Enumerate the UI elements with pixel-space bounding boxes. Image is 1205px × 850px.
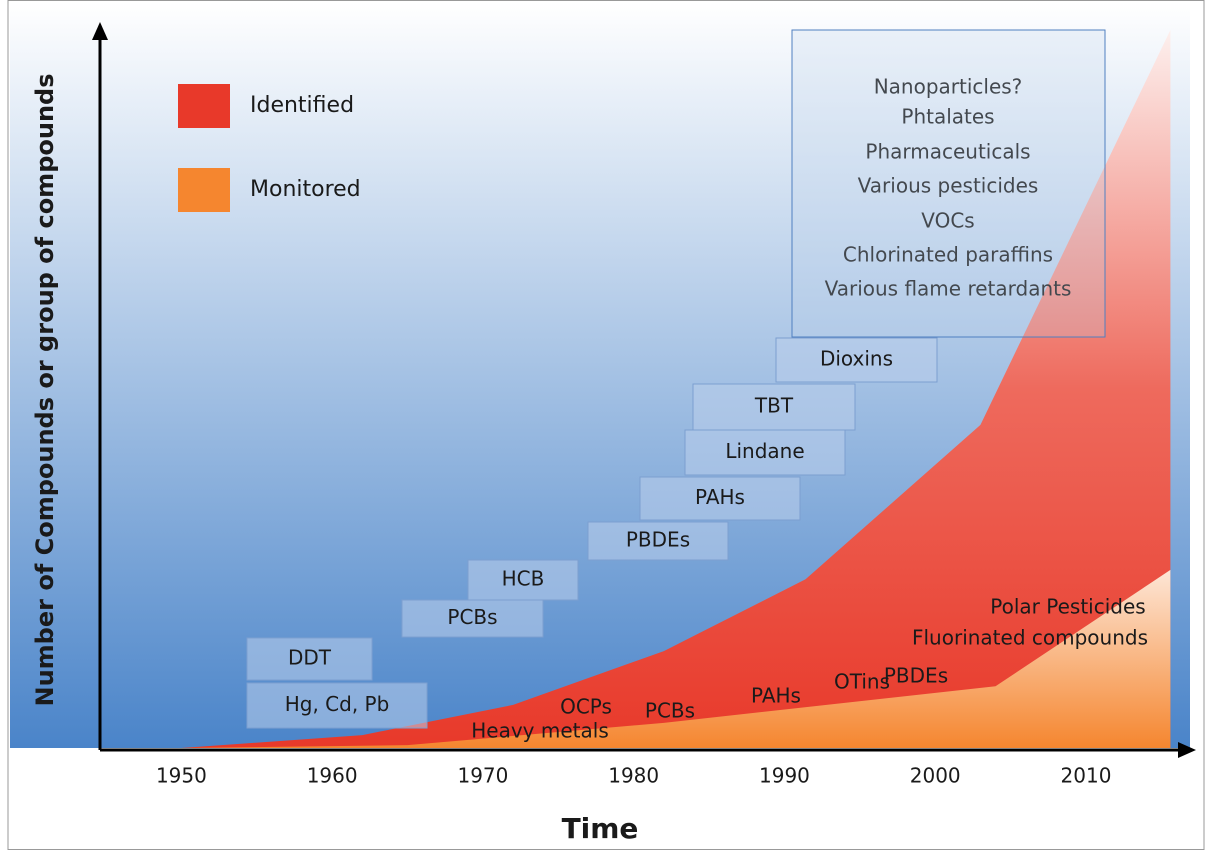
legend-swatch <box>178 168 230 212</box>
y-axis-label: Number of Compounds or group of compound… <box>31 74 59 707</box>
compound-label: HCB <box>502 567 545 591</box>
x-axis-label: Time <box>562 812 639 845</box>
emerging-label: Various flame retardants <box>825 277 1072 301</box>
x-tick-label: 2010 <box>1061 764 1112 788</box>
monitored-label: PCBs <box>645 699 695 723</box>
x-tick-label: 1960 <box>307 764 358 788</box>
compound-label: Dioxins <box>820 347 893 371</box>
compound-box <box>692 383 856 431</box>
monitored-label: Polar Pesticides <box>990 595 1145 619</box>
monitored-label: OCPs <box>560 695 612 719</box>
monitored-label: Heavy metals <box>471 719 609 743</box>
compound-box <box>246 682 428 729</box>
emerging-label: Chlorinated paraffins <box>843 243 1053 267</box>
emerging-label: VOCs <box>921 209 974 233</box>
x-tick-label: 1950 <box>156 764 207 788</box>
legend-label: Monitored <box>250 177 361 202</box>
compound-label: PBDEs <box>626 528 690 552</box>
compound-box <box>639 476 801 521</box>
compound-label: DDT <box>288 646 332 670</box>
compound-label: TBT <box>754 394 794 418</box>
compound-box <box>775 337 938 383</box>
y-arrow <box>92 22 108 40</box>
emerging-label: Pharmaceuticals <box>865 140 1030 164</box>
compound-label: PAHs <box>695 485 745 509</box>
compound-box <box>587 521 729 561</box>
x-tick-label: 1970 <box>457 764 508 788</box>
monitored-label: OTins <box>834 670 890 694</box>
legend-label: Identified <box>250 93 354 118</box>
area <box>181 569 1171 748</box>
compound-box <box>401 599 544 638</box>
legend-swatch <box>178 84 230 128</box>
emerging-box <box>791 29 1106 338</box>
compound-label: Hg, Cd, Pb <box>285 692 390 716</box>
compound-box <box>246 637 373 681</box>
x-tick-label: 1980 <box>608 764 659 788</box>
x-arrow <box>1178 742 1196 758</box>
compound-label: PCBs <box>447 605 497 629</box>
x-tick-label: 2000 <box>910 764 961 788</box>
monitored-label: Fluorinated compounds <box>912 626 1148 650</box>
compound-label: Lindane <box>725 439 804 463</box>
x-tick-label: 1990 <box>759 764 810 788</box>
area <box>181 30 1171 748</box>
emerging-label: Various pesticides <box>858 174 1039 198</box>
compound-box <box>467 559 579 601</box>
monitored-label: PBDEs <box>884 664 948 688</box>
emerging-label: Phtalates <box>901 105 994 129</box>
monitored-label: PAHs <box>751 684 801 708</box>
emerging-label: Nanoparticles? <box>874 75 1023 99</box>
